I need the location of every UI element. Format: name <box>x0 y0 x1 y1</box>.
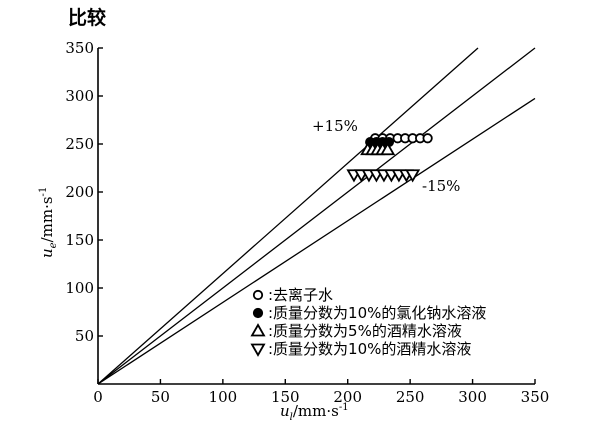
y-axis-label-symbol: u <box>38 248 56 258</box>
y-tick-label: 200 <box>65 183 94 201</box>
data-points <box>346 133 433 183</box>
x-tick-label: 50 <box>151 388 170 406</box>
x-axis-label-exponent: -1 <box>339 402 349 413</box>
y-axis-label: ue/mm·s-1 <box>38 187 59 258</box>
x-axis-label-subscript: l <box>290 412 293 423</box>
chart-title: 比较 <box>68 6 106 29</box>
y-tick-label: 150 <box>65 231 94 249</box>
reference-lines <box>97 47 536 385</box>
ref-label-minus-15: -15% <box>422 177 460 195</box>
data-point-series-0 <box>422 133 433 144</box>
reference-line-1 <box>97 47 536 385</box>
axes: 0 50 100 150 200 250 300 350 50 100 150 200 250 300 35… <box>65 39 549 406</box>
y-tick-label: 100 <box>65 279 94 297</box>
legend-label-1: :质量分数为10%的氯化钠水溶液 <box>268 304 486 322</box>
legend: :去离子水:质量分数为10%的氯化钠水溶液:质量分数为5%的酒精水溶液:质量分数… <box>250 286 486 358</box>
legend-label-3: :质量分数为10%的酒精水溶液 <box>268 340 471 358</box>
legend-marker-1 <box>252 307 264 319</box>
legend-label-0: :去离子水 <box>268 286 333 304</box>
x-tick-label: 0 <box>93 388 103 406</box>
x-tick-label: 250 <box>396 388 425 406</box>
y-tick-label: 250 <box>65 135 94 153</box>
x-axis-label: ul/mm·s-1 <box>280 402 349 423</box>
data-point-series-2 <box>380 141 396 156</box>
ref-label-plus-15: +15% <box>312 117 358 135</box>
x-axis-label-unit: /mm·s <box>293 402 339 420</box>
x-tick-label: 350 <box>521 388 550 406</box>
y-tick-label: 50 <box>75 327 94 345</box>
y-axis-label-exponent: -1 <box>38 187 49 197</box>
x-tick-label: 300 <box>458 388 487 406</box>
reference-line-0 <box>97 47 479 385</box>
x-tick-label: 100 <box>209 388 238 406</box>
x-axis-label-symbol: u <box>280 402 290 420</box>
svg-text:ul/mm·s-1: ul/mm·s-1 <box>280 402 349 423</box>
x-tick-label: 200 <box>333 388 362 406</box>
y-axis-label-subscript: e <box>48 242 59 248</box>
legend-label-2: :质量分数为5%的酒精水溶液 <box>268 322 462 340</box>
y-axis-label-unit: /mm·s <box>38 196 56 242</box>
x-tick-label: 150 <box>271 388 300 406</box>
y-tick-label: 350 <box>65 39 94 57</box>
svg-text:ue/mm·s-1: ue/mm·s-1 <box>38 187 59 258</box>
reference-line-2 <box>97 97 536 385</box>
legend-marker-0 <box>252 289 264 301</box>
data-point-series-3 <box>405 169 421 183</box>
legend-marker-2 <box>250 323 266 337</box>
y-tick-label: 300 <box>65 87 94 105</box>
legend-marker-3 <box>250 343 266 357</box>
